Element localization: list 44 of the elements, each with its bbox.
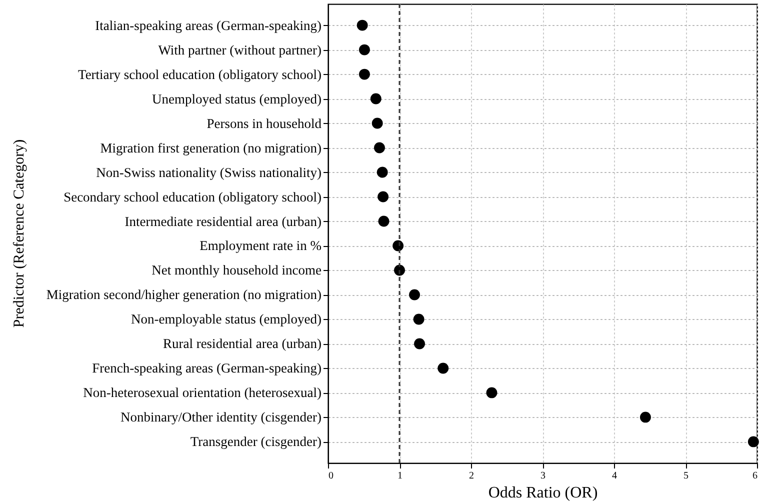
point (409, 289, 420, 300)
point (378, 216, 390, 227)
y-tick-label: French-speaking areas (German-speaking) (92, 360, 322, 376)
y-tick-label: Italian-speaking areas (German-speaking) (95, 18, 322, 33)
y-tick-label: Migration second/higher generation (no migration) (46, 287, 322, 302)
y-tick-label: Employment rate in % (200, 238, 322, 254)
x-tick-label: 1 (398, 470, 402, 482)
y-tick-label: Unemployed status (employed) (152, 91, 322, 106)
point (748, 436, 759, 448)
y-tick-label: Net monthly household income (152, 262, 322, 278)
y-tick-label: Secondary school education (obligatory school) (64, 189, 322, 204)
point (358, 68, 370, 80)
point (438, 362, 449, 374)
point (414, 338, 425, 350)
y-tick-label: Intermediate residential area (urban) (124, 214, 322, 229)
point (372, 118, 383, 129)
y-tick-label: Non-heterosexual orientation (heterosexual) (83, 385, 322, 400)
y-tick-label: Rural residential area (urban) (162, 336, 322, 352)
y-tick-label: With partner (without partner) (158, 42, 322, 58)
y-tick-label: Non-Swiss nationality (Swiss nationality) (96, 164, 322, 180)
x-tick-label: 0 (328, 470, 334, 482)
point (392, 240, 404, 252)
x-axis-title: Odds Ratio (OR) (488, 484, 598, 502)
point (358, 44, 370, 56)
x-tick-label: 6 (752, 470, 758, 482)
point (486, 387, 498, 398)
y-tick-label: Migration first generation (no migration) (100, 140, 322, 156)
point (376, 166, 388, 178)
point (374, 142, 385, 154)
y-tick-label: Tertiary school education (obligatory school) (78, 66, 322, 82)
point (378, 191, 389, 202)
point (370, 93, 382, 104)
x-tick-label: 3 (540, 470, 546, 482)
point (356, 20, 368, 31)
x-tick-label: 2 (469, 470, 474, 482)
y-tick-label: Transgender (cisgender) (190, 434, 322, 450)
x-tick-label: 4 (612, 470, 617, 482)
y-axis-title: Predictor (Reference Category) (12, 139, 28, 328)
y-tick-label: Persons in household (206, 116, 322, 131)
y-tick-label: Nonbinary/Other identity (cisgender) (120, 410, 322, 425)
x-tick-label: 5 (684, 470, 688, 482)
y-tick-label: Non-employable status (employed) (131, 312, 322, 327)
point (413, 314, 424, 325)
point (640, 412, 651, 423)
